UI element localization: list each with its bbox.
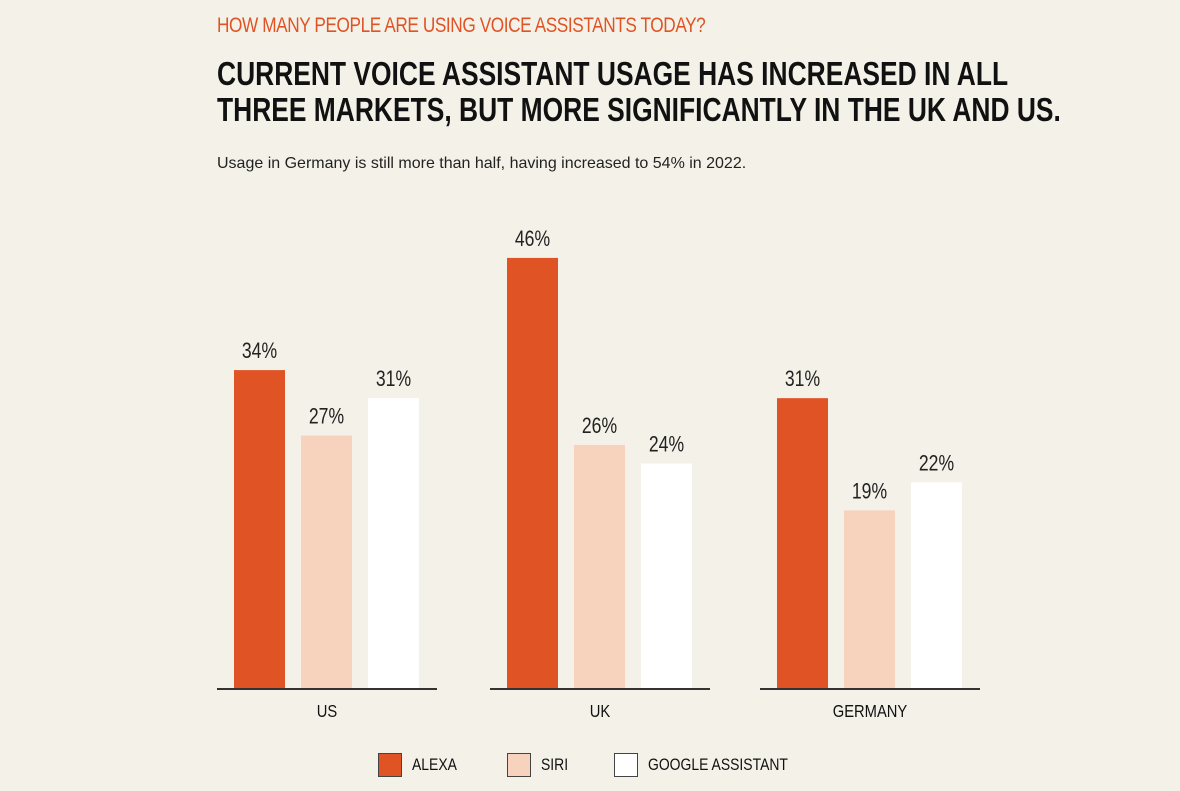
data-label-siri-germany: 19% <box>852 480 887 504</box>
legend-swatch-siri <box>506 753 531 777</box>
chart-headline: CURRENT VOICE ASSISTANT USAGE HAS INCREA… <box>217 56 1061 128</box>
category-label-us: US <box>317 702 338 722</box>
data-label-alexa-us: 34% <box>242 339 277 363</box>
data-label-google-assistant-germany: 22% <box>919 452 954 476</box>
legend-label-google-assistant: GOOGLE ASSISTANT <box>647 755 788 774</box>
bar-google-assistant-us <box>368 398 419 688</box>
chart-legend: ALEXA SIRI GOOGLE ASSISTANT <box>378 753 859 777</box>
legend-label-siri: SIRI <box>540 755 568 774</box>
bar-alexa-us <box>234 370 285 688</box>
chart-subtitle: Usage in Germany is still more than half… <box>217 155 747 172</box>
bar-alexa-uk <box>507 257 558 688</box>
bar-siri-us <box>301 435 352 688</box>
data-label-siri-us: 27% <box>309 405 344 429</box>
headline-line-2: THREE MARKETS, BUT MORE SIGNIFICANTLY IN… <box>217 91 1061 128</box>
bar-google-assistant-germany <box>911 482 962 688</box>
legend-item-siri: SIRI <box>506 753 574 777</box>
data-label-siri-uk: 26% <box>582 414 617 438</box>
data-label-google-assistant-uk: 24% <box>649 433 684 457</box>
data-label-alexa-uk: 46% <box>515 227 550 251</box>
category-label-uk: UK <box>590 702 611 722</box>
legend-item-alexa: ALEXA <box>378 753 467 777</box>
legend-swatch-alexa <box>378 753 402 777</box>
category-label-germany: GERMANY <box>833 702 908 722</box>
chart-kicker: HOW MANY PEOPLE ARE USING VOICE ASSISTAN… <box>217 14 706 37</box>
bar-siri-germany <box>844 510 895 688</box>
data-label-alexa-germany: 31% <box>785 367 820 391</box>
headline-line-1: CURRENT VOICE ASSISTANT USAGE HAS INCREA… <box>217 55 1009 92</box>
legend-swatch-google-assistant <box>613 753 638 777</box>
data-label-google-assistant-us: 31% <box>376 367 411 391</box>
bar-alexa-germany <box>777 398 828 688</box>
legend-label-alexa: ALEXA <box>412 755 457 774</box>
legend-item-google-assistant: GOOGLE ASSISTANT <box>613 753 819 777</box>
bar-google-assistant-uk <box>641 463 692 688</box>
bar-siri-uk <box>574 444 625 688</box>
